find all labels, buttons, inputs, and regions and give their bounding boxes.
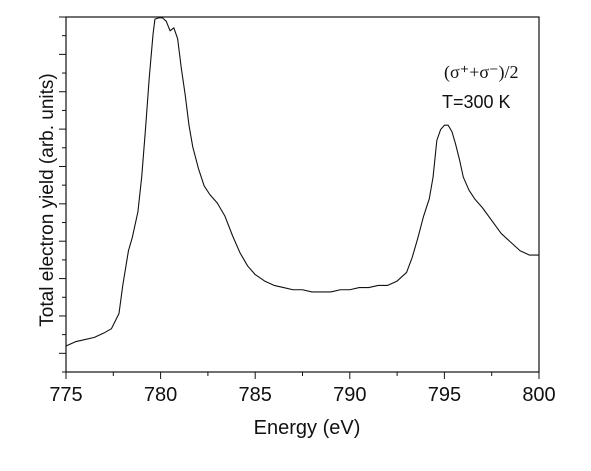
y-axis-label: Total electron yield (arb. units) (37, 73, 58, 326)
x-tick-label: 800 (522, 384, 555, 406)
annotation-temperature: T=300 K (442, 92, 511, 112)
x-axis-label: Energy (eV) (254, 417, 361, 439)
x-tick-label: 795 (428, 384, 461, 406)
x-tick-label: 790 (333, 384, 366, 406)
x-tick-label: 780 (144, 384, 177, 406)
x-tick-label: 775 (49, 384, 82, 406)
series-line (65, 17, 540, 347)
x-tick-label: 785 (239, 384, 272, 406)
annotation-polarization: (σ⁺+σ⁻)/2 (444, 62, 519, 83)
